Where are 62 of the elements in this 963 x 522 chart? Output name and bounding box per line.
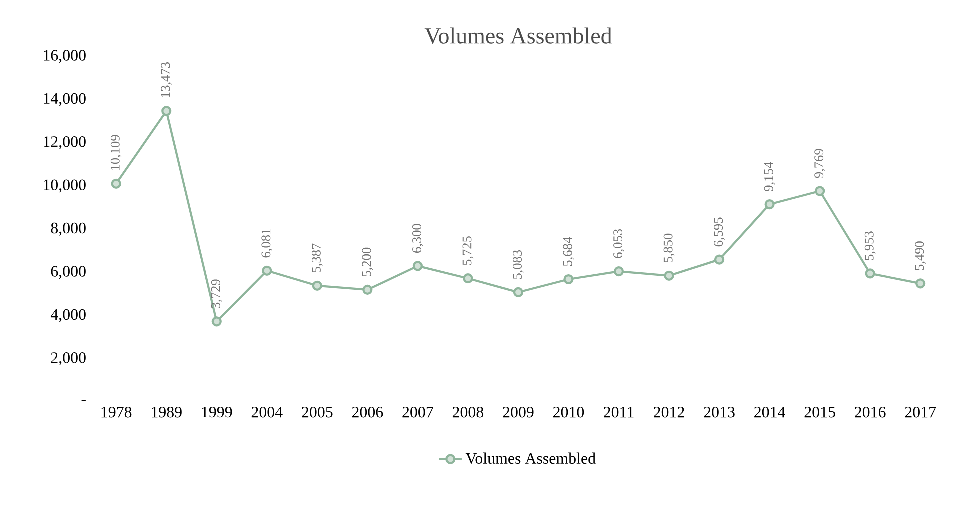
y-tick-label: 10,000 [44,180,86,193]
point [564,274,574,284]
point [362,284,373,295]
data-label: 5,490 [915,241,926,270]
x-tick-label: 2015 [804,406,836,418]
point [614,266,624,276]
point [412,260,423,272]
point [162,106,172,116]
point [262,266,272,276]
x-tick-label: 2008 [452,406,484,418]
point [111,178,122,189]
y-tick-label: 12,000 [44,136,86,150]
data-label: 5,684 [563,237,574,266]
data-label: 5,387 [312,244,323,272]
x-tick-label: 2011 [604,406,634,418]
x-tick-label: 2016 [855,406,886,418]
point [312,280,322,291]
x-tick-label: 2006 [352,406,384,418]
x-tick-label: 2005 [302,406,333,418]
y-tick-label: 8,000 [51,222,86,236]
point [916,278,926,289]
x-tick-label: 1999 [202,406,232,418]
x-tick-label: 1978 [102,406,132,418]
point [664,270,674,281]
data-label: 5,953 [864,232,876,260]
point [463,273,474,284]
data-label: 3,729 [211,280,222,308]
x-tick-label: 2007 [402,406,434,418]
point [815,186,826,196]
point [212,316,222,327]
data-label: 6,053 [614,229,624,258]
y-tick-label: 16,000 [44,50,86,64]
point [714,254,725,265]
data-label: 6,300 [412,224,424,253]
point [865,268,876,279]
data-label: 9,769 [814,149,826,178]
x-tick-label: 2009 [503,406,534,418]
data-label: 5,083 [513,250,524,279]
x-tick-label: 1989 [152,406,182,418]
data-label: 6,081 [262,229,273,258]
chart-title: Volumes Assembled [424,28,612,44]
data-label: 5,725 [462,236,474,266]
data-label: 5,200 [362,248,374,276]
x-tick-label: 2014 [754,406,786,418]
x-tick-label: 2017 [905,406,936,418]
y-tick-label: 2,000 [51,352,86,366]
point [764,199,775,210]
y-tick-label: 6,000 [51,266,86,280]
data-label: 13,473 [161,62,172,98]
data-label: 5,850 [664,234,675,262]
data-label: 9,154 [764,162,776,192]
data-label: 10,109 [110,135,122,170]
y-tick-label: 4,000 [50,309,86,322]
y-tick-label: 14,000 [44,93,86,106]
legend-label: Volumes Assembled [466,452,596,464]
point [513,287,524,298]
x-tick-label: 2012 [654,406,684,418]
x-tick-label: 2013 [704,406,735,418]
x-tick-label: 2004 [252,406,283,418]
y-tick-label: - [82,400,86,402]
x-tick-label: 2010 [554,406,584,418]
data-label: 6,595 [714,218,725,246]
